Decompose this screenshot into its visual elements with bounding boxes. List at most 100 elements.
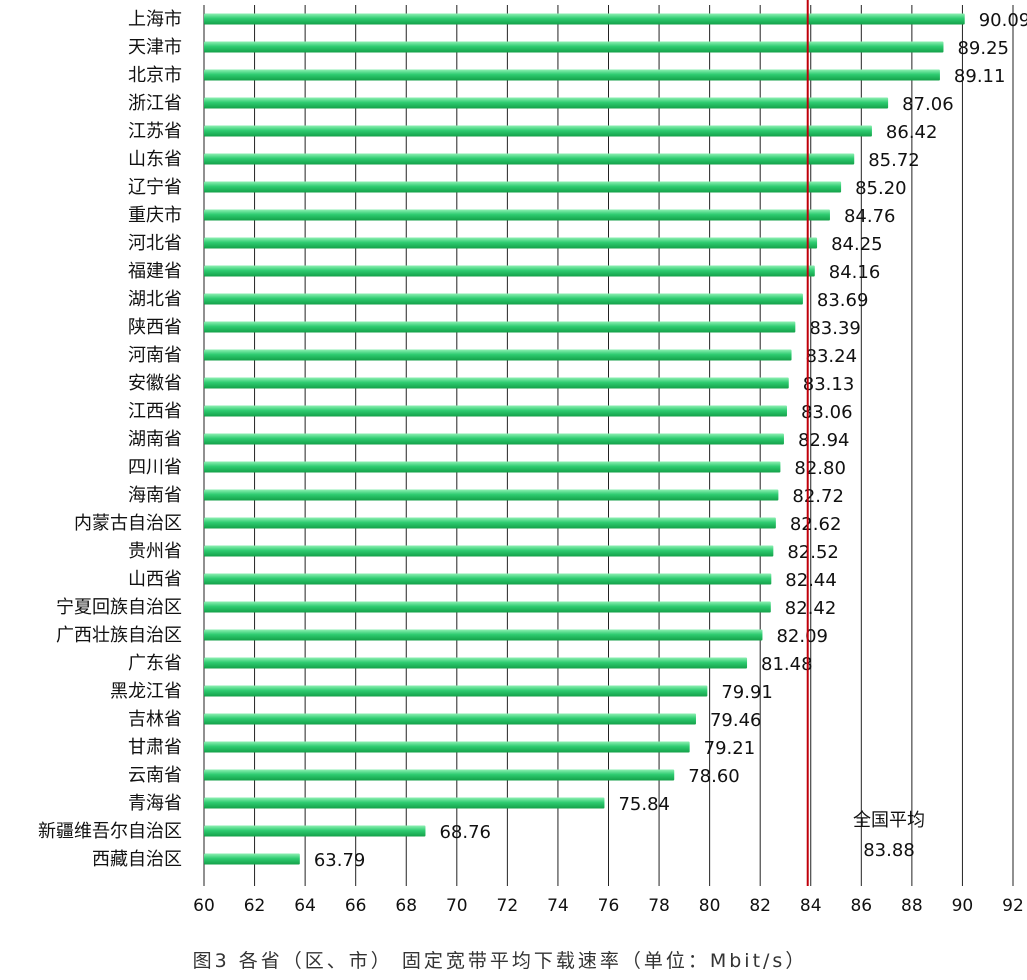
category-label: 广东省 <box>128 653 182 674</box>
bar <box>204 629 763 641</box>
bar <box>204 797 605 809</box>
bar <box>204 349 792 361</box>
bar <box>204 153 855 165</box>
data-label: 75.84 <box>618 794 670 815</box>
bar <box>204 433 784 445</box>
data-label: 79.91 <box>721 682 773 703</box>
x-tick-label: 86 <box>850 896 872 916</box>
bar <box>204 125 872 137</box>
category-label: 山西省 <box>128 569 182 590</box>
category-label: 广西壮族自治区 <box>56 625 182 646</box>
bar <box>204 853 300 865</box>
category-label: 山东省 <box>128 149 182 170</box>
bar <box>204 293 803 305</box>
data-label: 82.42 <box>785 598 837 619</box>
data-label: 68.76 <box>439 822 491 843</box>
bar <box>204 685 708 697</box>
data-label: 86.42 <box>886 122 938 143</box>
bar <box>204 769 675 781</box>
category-label: 西藏自治区 <box>92 849 182 870</box>
data-label: 83.13 <box>803 374 855 395</box>
data-label: 82.94 <box>798 430 850 451</box>
data-label: 85.20 <box>855 178 907 199</box>
data-label: 79.21 <box>704 738 756 759</box>
category-label: 黑龙江省 <box>110 681 182 702</box>
category-label: 浙江省 <box>128 93 182 114</box>
category-label: 江苏省 <box>128 121 182 142</box>
data-label: 85.72 <box>868 150 920 171</box>
x-axis-tick-labels: 60 62 64 66 68 70 72 74 76 78 80 82 84 86 88 90 92 <box>193 896 1024 916</box>
bar <box>204 461 781 473</box>
category-label: 江西省 <box>128 401 182 422</box>
bar <box>204 377 789 389</box>
category-label: 青海省 <box>128 793 182 814</box>
x-tick-label: 70 <box>446 896 468 916</box>
bar <box>204 321 796 333</box>
category-label: 天津市 <box>128 37 182 58</box>
bar <box>204 181 842 193</box>
x-tick-label: 62 <box>244 896 266 916</box>
data-label: 81.48 <box>761 654 813 675</box>
x-tick-label: 84 <box>800 896 822 916</box>
category-label: 新疆维吾尔自治区 <box>38 821 182 842</box>
bar <box>204 713 696 725</box>
bar <box>204 97 889 109</box>
category-label: 云南省 <box>128 765 182 786</box>
data-label: 83.69 <box>817 290 869 311</box>
bar <box>204 41 944 53</box>
bar <box>204 545 774 557</box>
category-label: 安徽省 <box>128 373 182 394</box>
category-label: 湖南省 <box>128 429 182 450</box>
bar <box>204 601 771 613</box>
data-label: 90.09 <box>979 10 1027 31</box>
data-label: 82.80 <box>794 458 846 479</box>
x-tick-label: 80 <box>699 896 721 916</box>
x-tick-label: 60 <box>193 896 215 916</box>
data-label: 83.39 <box>809 318 861 339</box>
category-label: 内蒙古自治区 <box>74 513 182 534</box>
bar <box>204 265 815 277</box>
category-label: 贵州省 <box>128 541 182 562</box>
data-label: 82.52 <box>787 542 839 563</box>
data-label: 79.46 <box>710 710 762 731</box>
x-tick-label: 88 <box>901 896 923 916</box>
bar <box>204 69 940 81</box>
bar <box>204 741 690 753</box>
category-label: 海南省 <box>128 485 182 506</box>
category-label: 福建省 <box>128 261 182 282</box>
x-tick-label: 66 <box>345 896 367 916</box>
data-label: 82.09 <box>776 626 828 647</box>
x-tick-label: 68 <box>395 896 417 916</box>
bar <box>204 209 830 221</box>
data-label: 89.11 <box>954 66 1006 87</box>
category-label: 辽宁省 <box>128 177 182 198</box>
bar <box>204 237 818 249</box>
category-labels: 上海市天津市北京市浙江省江苏省山东省辽宁省重庆市河北省福建省湖北省陕西省河南省安… <box>38 9 182 870</box>
data-label: 63.79 <box>314 850 366 871</box>
data-label: 87.06 <box>902 94 954 115</box>
average-label: 全国平均 <box>853 810 925 831</box>
bar <box>204 573 772 585</box>
category-label: 陕西省 <box>128 317 182 338</box>
bar <box>204 825 426 837</box>
category-label: 上海市 <box>128 9 182 30</box>
x-tick-label: 92 <box>1002 896 1024 916</box>
category-label: 吉林省 <box>128 709 182 730</box>
grid-lines <box>203 5 1014 886</box>
bar <box>204 489 779 501</box>
national-average: 全国平均 83.88 <box>806 0 925 886</box>
category-label: 甘肃省 <box>128 737 182 758</box>
data-label: 83.24 <box>806 346 858 367</box>
x-tick-label: 82 <box>749 896 771 916</box>
data-label: 83.06 <box>801 402 853 423</box>
bar <box>204 405 787 417</box>
x-tick-label: 74 <box>547 896 569 916</box>
bar-chart: 上海市天津市北京市浙江省江苏省山东省辽宁省重庆市河北省福建省湖北省陕西省河南省安… <box>38 0 1027 916</box>
data-label: 82.44 <box>785 570 837 591</box>
figure-caption: 图3 各省（区、市） 固定宽带平均下载速率（单位：Mbit/s） <box>192 950 808 972</box>
data-label: 89.25 <box>957 38 1009 59</box>
category-label: 河南省 <box>128 345 182 366</box>
data-label: 82.62 <box>790 514 842 535</box>
data-label: 84.25 <box>831 234 883 255</box>
category-label: 重庆市 <box>128 205 182 226</box>
